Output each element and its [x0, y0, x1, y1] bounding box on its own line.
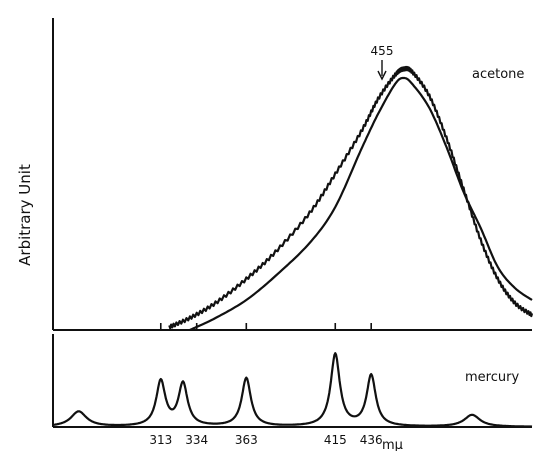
peak-arrow-icon — [377, 60, 387, 81]
lower-x-ticks: 313 334 363 415 436 — [149, 433, 382, 447]
acetone-emission-curve — [168, 65, 534, 330]
acetone-series-label: acetone — [472, 67, 524, 82]
y-axis-label: Arbitrary Unit — [16, 164, 34, 266]
mercury-spectrum-curve — [52, 352, 533, 428]
upper-x-ticks — [159, 323, 372, 330]
x-tick-label-334: 334 — [185, 433, 208, 447]
x-tick-label-436: 436 — [360, 433, 383, 447]
x-tick-label-313: 313 — [149, 433, 172, 447]
mercury-series-label: mercury — [465, 370, 519, 385]
x-tick-label-363: 363 — [235, 433, 258, 447]
x-axis-label: mμ — [382, 438, 403, 451]
upper-plot-area — [168, 65, 534, 331]
reference-curve — [189, 76, 533, 331]
lower-plot-area — [52, 352, 533, 428]
peak-annotation-label: 455 — [371, 44, 394, 58]
x-tick-label-415: 415 — [324, 433, 347, 447]
